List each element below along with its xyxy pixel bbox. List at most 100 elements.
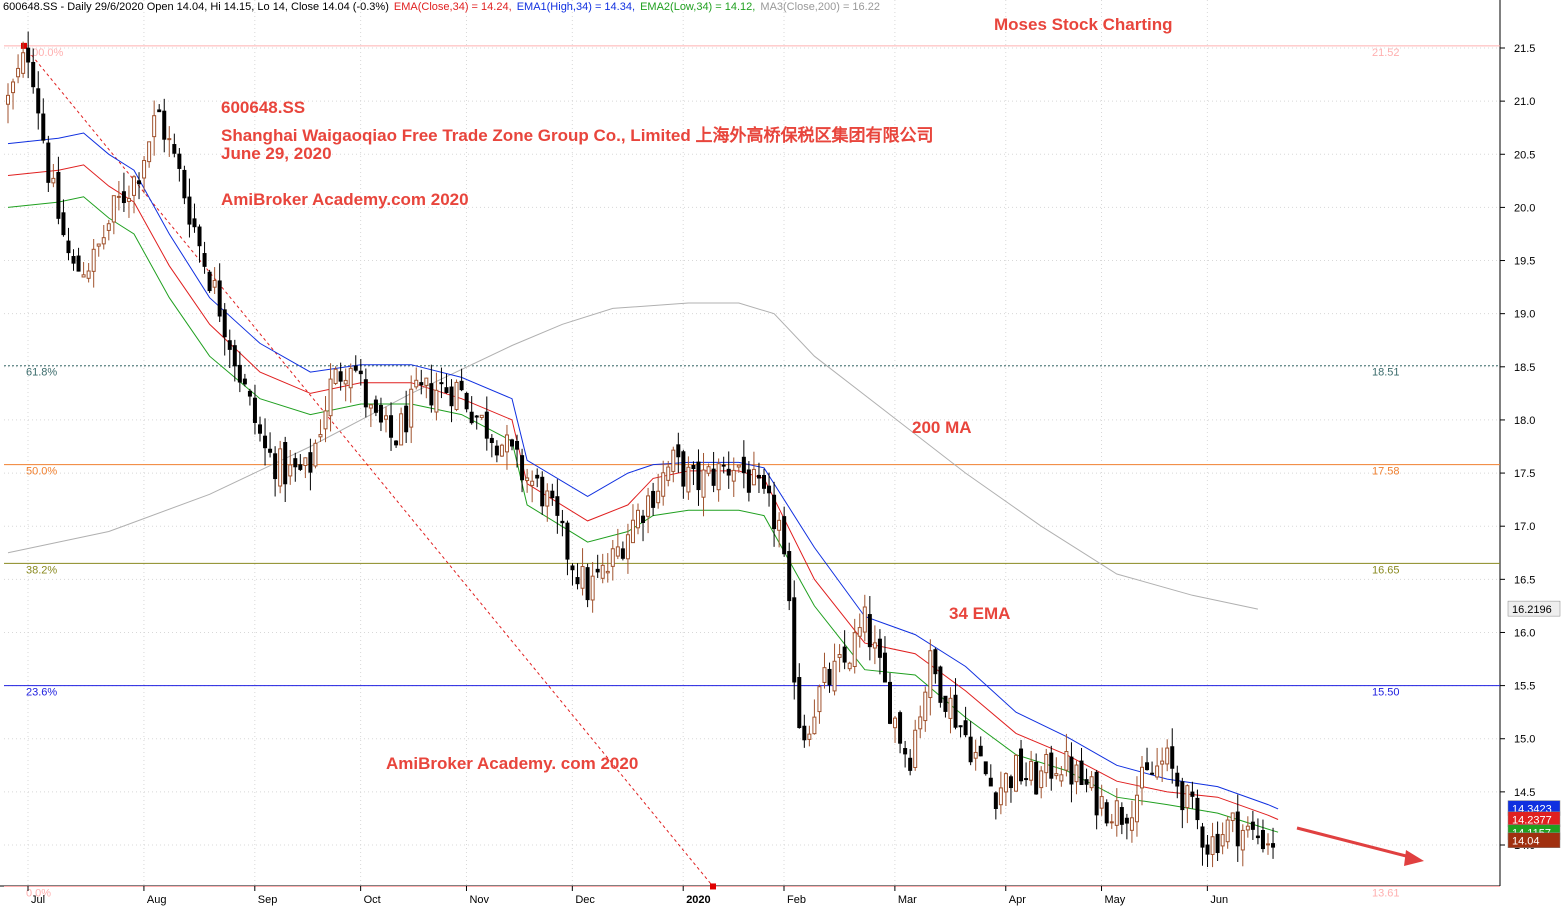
candle-body xyxy=(817,686,822,713)
candle-body xyxy=(1205,844,1210,855)
x-tick-label: Mar xyxy=(898,894,917,906)
candle-body xyxy=(227,340,232,350)
candle-body xyxy=(1099,796,1104,809)
candle-body xyxy=(389,415,394,438)
candle-body xyxy=(1250,821,1255,830)
candle-body xyxy=(384,415,388,420)
candle-body xyxy=(988,777,993,787)
candle-body xyxy=(1049,752,1054,779)
fib-pct-label: 61.8% xyxy=(26,367,57,379)
candle-body xyxy=(66,240,71,254)
candle-body xyxy=(550,490,555,499)
candle-body xyxy=(1034,761,1039,795)
candle-body xyxy=(484,411,489,439)
candle-body xyxy=(1054,773,1059,777)
candle-body xyxy=(409,388,414,428)
candle-body xyxy=(867,614,872,648)
x-tick-label: Sep xyxy=(258,894,278,906)
candle-body xyxy=(273,453,278,480)
candle-body xyxy=(479,414,484,418)
candle-body xyxy=(303,457,308,466)
candle-body xyxy=(313,442,318,467)
candle-body xyxy=(16,67,21,78)
candle-body xyxy=(741,456,746,474)
candle-body xyxy=(232,345,237,367)
candlesticks xyxy=(6,31,1276,868)
candle-body xyxy=(162,110,167,140)
candle-body xyxy=(353,365,358,371)
candle-body xyxy=(913,729,918,768)
candle-body xyxy=(726,468,731,476)
candle-body xyxy=(510,439,514,447)
last-value-badge xyxy=(1507,832,1561,848)
candle-body xyxy=(76,255,81,272)
candle-body xyxy=(26,47,31,63)
candle-body xyxy=(137,180,142,185)
candle-body xyxy=(1064,751,1069,771)
candle-body xyxy=(545,490,550,507)
candle-body xyxy=(963,720,968,736)
candle-body xyxy=(46,142,51,183)
candle-body xyxy=(6,94,10,105)
candle-body xyxy=(958,725,963,728)
candle-body xyxy=(338,371,343,382)
candle-body xyxy=(454,381,459,410)
ma200-path xyxy=(7,302,1259,610)
candle-body xyxy=(263,435,268,449)
candle-body xyxy=(197,226,202,247)
site-label-top: AmiBroker Academy.com 2020 xyxy=(221,190,469,209)
candle-body xyxy=(36,88,41,114)
candle-body xyxy=(283,442,288,485)
y-tick-label: 14.5 xyxy=(1514,787,1535,799)
candle-body xyxy=(797,677,802,729)
candle-body xyxy=(121,191,126,204)
candle-body xyxy=(691,464,696,470)
candle-body xyxy=(343,379,348,385)
fib-price-label: 15.50 xyxy=(1372,687,1400,699)
candle-body xyxy=(570,565,575,571)
candle-body xyxy=(494,445,499,456)
candle-body xyxy=(41,113,46,141)
candle-body xyxy=(217,280,222,317)
candle-body xyxy=(378,404,383,423)
candle-body xyxy=(610,548,615,567)
ema-high-value: EMA1(High,34) = 14.34, xyxy=(516,1,636,13)
x-tick-label: Feb xyxy=(787,894,806,906)
y-tick-label: 16.5 xyxy=(1514,574,1535,586)
candle-body xyxy=(953,694,958,728)
candle-body xyxy=(434,389,439,413)
candle-body xyxy=(11,81,16,94)
candle-body xyxy=(882,652,887,683)
candle-body xyxy=(1044,753,1049,774)
candle-body xyxy=(762,475,766,489)
candle-body xyxy=(767,485,772,494)
candle-body xyxy=(1235,811,1240,847)
candle-body xyxy=(1210,836,1215,855)
candle-body xyxy=(1019,748,1024,782)
candle-body xyxy=(676,444,681,458)
candle-body xyxy=(51,177,56,184)
fib-pct-label: 100.0% xyxy=(26,47,64,59)
candle-body xyxy=(31,61,36,88)
candle-body xyxy=(721,464,726,467)
candle-body xyxy=(373,399,378,413)
candle-body xyxy=(288,464,293,477)
candle-body xyxy=(318,434,323,438)
candle-body xyxy=(580,566,585,589)
candle-body xyxy=(615,546,620,557)
candle-body xyxy=(1240,829,1245,851)
candle-body xyxy=(1195,797,1200,821)
candle-body xyxy=(630,519,635,544)
candle-body xyxy=(1150,772,1155,775)
candle-body xyxy=(147,141,152,163)
candle-body xyxy=(666,466,671,481)
candle-body xyxy=(293,458,298,468)
candle-body xyxy=(716,463,721,491)
y-tick-label: 18.0 xyxy=(1514,415,1535,427)
candle-body xyxy=(837,654,842,658)
candle-body xyxy=(1124,817,1129,824)
y-tick-label: 20.5 xyxy=(1514,149,1535,161)
x-tick-label: 2020 xyxy=(686,894,710,906)
